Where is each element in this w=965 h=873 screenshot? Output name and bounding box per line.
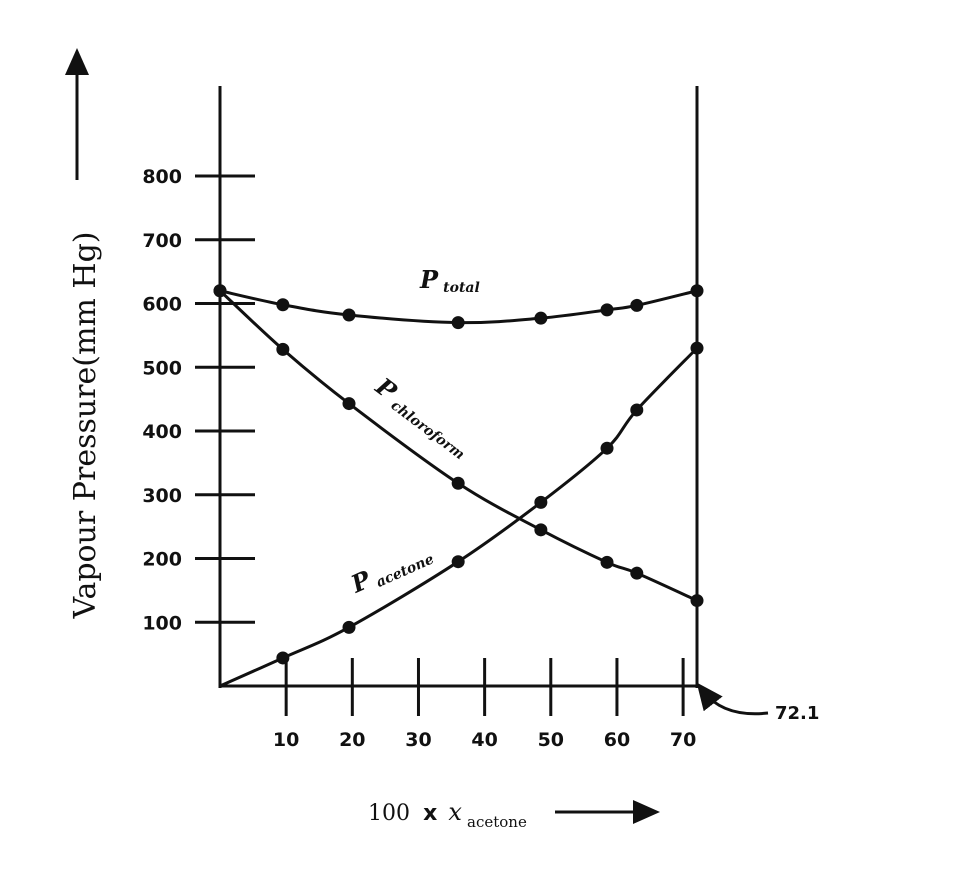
point-acetone-1 (276, 651, 290, 665)
y-tick-label-400: 400 (142, 421, 182, 443)
label-p-total-sub: total (443, 280, 480, 296)
label-p-total-main: P (419, 265, 439, 294)
y-tick-label-200: 200 (142, 549, 182, 571)
point-chloroform-4 (534, 523, 548, 537)
x-label-times: x (423, 801, 437, 826)
x-ticks: 10 20 30 40 50 60 70 (273, 658, 696, 751)
x-tick-label-10: 10 (273, 729, 299, 751)
point-total-4 (534, 311, 548, 325)
label-p-chloroform: P chloroform (368, 371, 476, 463)
annotation-72-1: 72.1 (696, 682, 819, 724)
y-axis-label: Vapour Pressure(mm Hg) (68, 232, 103, 620)
x-label-prefix: 100 (368, 801, 410, 826)
data-points (213, 284, 704, 665)
point-chloroform-0 (213, 284, 227, 298)
point-acetone-4 (534, 495, 548, 509)
point-acetone-7 (690, 341, 704, 355)
y-ticks: 100 200 300 400 500 600 700 800 (142, 166, 255, 634)
x-label-variable: x (448, 798, 462, 826)
point-total-1 (276, 298, 290, 312)
label-p-acetone: P acetone (346, 538, 437, 601)
x-tick-label-30: 30 (405, 729, 431, 751)
x-tick-label-20: 20 (339, 729, 365, 751)
annotation-label: 72.1 (775, 703, 819, 724)
x-axis-label: 100 x x acetone (368, 798, 527, 831)
point-total-2 (342, 308, 356, 322)
x-tick-label-50: 50 (538, 729, 564, 751)
point-chloroform-6 (630, 566, 644, 580)
y-tick-label-300: 300 (142, 485, 182, 507)
point-acetone-3 (451, 555, 465, 569)
x-axis-label-group: 100 x x acetone (368, 798, 660, 831)
x-tick-label-60: 60 (604, 729, 630, 751)
series-line-acetone (219, 347, 699, 688)
point-chloroform-1 (276, 342, 290, 356)
point-acetone-6 (630, 403, 644, 417)
point-total-3 (451, 316, 465, 330)
x-label-subscript: acetone (467, 813, 527, 831)
point-total-7 (690, 284, 704, 298)
series-line-total (219, 289, 698, 325)
x-tick-label-70: 70 (670, 729, 696, 751)
label-p-chloroform-sub: chloroform (388, 398, 468, 464)
point-acetone-5 (600, 441, 614, 455)
y-tick-label-600: 600 (142, 294, 182, 316)
label-p-total: P total (419, 265, 480, 296)
label-p-acetone-sub: acetone (374, 551, 437, 591)
annotation-arrow-icon (696, 682, 769, 716)
y-tick-label-500: 500 (142, 357, 182, 379)
point-chloroform-3 (451, 476, 465, 490)
y-tick-label-700: 700 (142, 230, 182, 252)
y-tick-label-800: 800 (142, 166, 182, 188)
point-chloroform-5 (600, 555, 614, 569)
point-total-5 (600, 303, 614, 317)
x-tick-label-40: 40 (471, 729, 497, 751)
label-p-acetone-main: P (346, 564, 376, 599)
y-tick-label-100: 100 (142, 612, 182, 634)
point-total-6 (630, 298, 644, 312)
point-chloroform-7 (690, 594, 704, 608)
y-axis-label-group: Vapour Pressure(mm Hg) (65, 48, 103, 620)
point-chloroform-2 (342, 397, 356, 411)
point-acetone-2 (342, 620, 356, 634)
